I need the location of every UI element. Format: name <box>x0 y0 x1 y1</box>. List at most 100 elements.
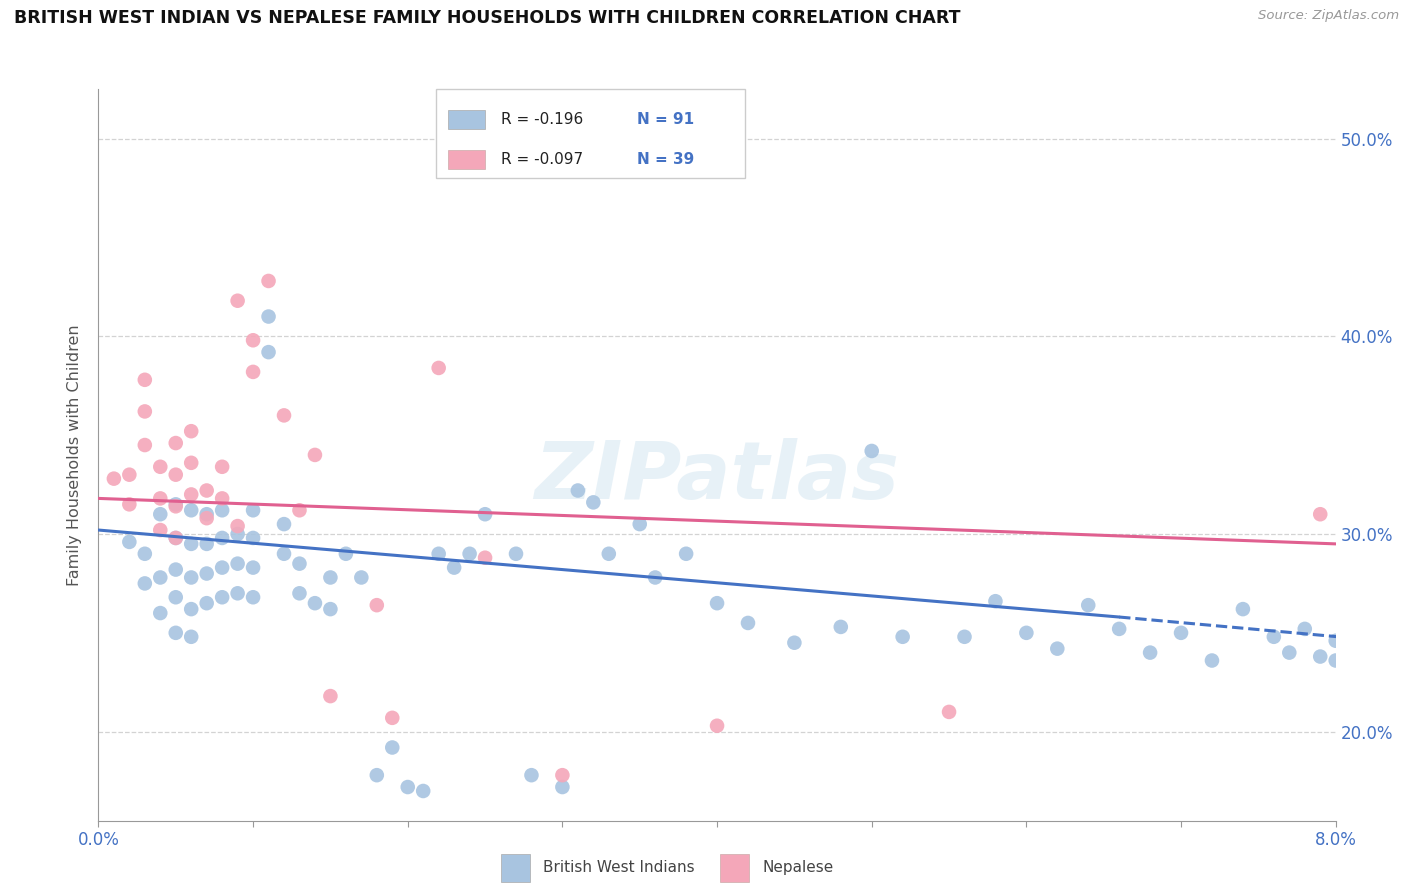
Point <box>427 547 450 561</box>
Text: N = 91: N = 91 <box>637 112 695 127</box>
Point <box>103 472 125 486</box>
Point <box>134 438 156 452</box>
Point <box>319 689 342 703</box>
Point <box>381 711 404 725</box>
Point <box>335 547 357 561</box>
Point <box>675 547 697 561</box>
FancyBboxPatch shape <box>436 89 745 178</box>
Text: R = -0.097: R = -0.097 <box>501 153 583 167</box>
Point <box>118 535 141 549</box>
Point <box>458 547 481 561</box>
Point <box>118 497 141 511</box>
Point <box>180 537 202 551</box>
Point <box>134 404 156 418</box>
Point <box>551 780 574 794</box>
Point <box>304 596 326 610</box>
Point <box>644 570 666 584</box>
Point <box>1263 630 1285 644</box>
Point <box>165 467 187 482</box>
Point <box>381 740 404 755</box>
Point <box>195 596 218 610</box>
Point <box>288 557 311 571</box>
Point <box>1170 625 1192 640</box>
Point <box>288 586 311 600</box>
Point <box>567 483 589 498</box>
Point <box>257 310 280 324</box>
FancyBboxPatch shape <box>501 855 530 881</box>
Point <box>165 436 187 450</box>
Point <box>1309 649 1331 664</box>
Point <box>737 615 759 630</box>
FancyBboxPatch shape <box>720 855 749 881</box>
Point <box>226 557 249 571</box>
Point <box>1201 653 1223 667</box>
Point <box>891 630 914 644</box>
Point <box>242 503 264 517</box>
FancyBboxPatch shape <box>449 110 485 129</box>
Point <box>211 531 233 545</box>
Point <box>953 630 976 644</box>
Point <box>1015 625 1038 640</box>
Point <box>257 345 280 359</box>
Point <box>242 365 264 379</box>
Point <box>830 620 852 634</box>
Point <box>226 527 249 541</box>
Point <box>350 570 373 584</box>
Point <box>195 537 218 551</box>
Point <box>165 625 187 640</box>
Point <box>165 500 187 514</box>
Point <box>226 293 249 308</box>
Point <box>1108 622 1130 636</box>
Point <box>938 705 960 719</box>
Point <box>180 602 202 616</box>
Point <box>582 495 605 509</box>
Point <box>195 566 218 581</box>
Point <box>180 503 202 517</box>
Point <box>551 768 574 782</box>
Point <box>257 274 280 288</box>
Point <box>149 459 172 474</box>
Point <box>319 602 342 616</box>
Point <box>118 467 141 482</box>
Point <box>319 570 342 584</box>
Point <box>149 606 172 620</box>
Point <box>242 560 264 574</box>
Y-axis label: Family Households with Children: Family Households with Children <box>67 324 83 586</box>
Text: N = 39: N = 39 <box>637 153 695 167</box>
Point <box>1324 633 1347 648</box>
Point <box>706 596 728 610</box>
Text: British West Indians: British West Indians <box>543 860 695 875</box>
Point <box>783 636 806 650</box>
Point <box>165 563 187 577</box>
Point <box>211 591 233 605</box>
Point <box>211 503 233 517</box>
Point <box>1139 646 1161 660</box>
Point <box>474 507 496 521</box>
Point <box>1077 598 1099 612</box>
Point <box>165 497 187 511</box>
Point <box>242 333 264 347</box>
Point <box>226 519 249 533</box>
Point <box>180 570 202 584</box>
Point <box>1294 622 1316 636</box>
Point <box>226 586 249 600</box>
Text: ZIPatlas: ZIPatlas <box>534 438 900 516</box>
Point <box>366 768 388 782</box>
Point <box>1232 602 1254 616</box>
Point <box>984 594 1007 608</box>
Point <box>195 507 218 521</box>
Point <box>165 531 187 545</box>
FancyBboxPatch shape <box>449 150 485 169</box>
Point <box>474 550 496 565</box>
Point <box>366 598 388 612</box>
Point <box>180 424 202 438</box>
Point <box>149 491 172 506</box>
Point <box>1046 641 1069 656</box>
Point <box>598 547 620 561</box>
Point <box>273 409 295 423</box>
Point <box>211 491 233 506</box>
Point <box>149 523 172 537</box>
Point <box>195 483 218 498</box>
Point <box>288 503 311 517</box>
Point <box>134 547 156 561</box>
